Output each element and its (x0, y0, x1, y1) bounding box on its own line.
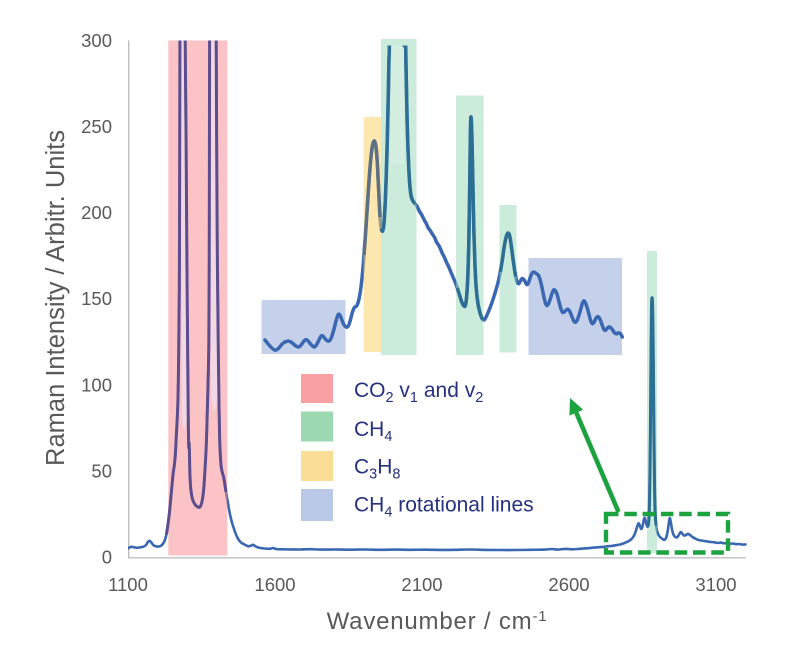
svg-text:Wavenumber / cm-1: Wavenumber / cm-1 (327, 608, 548, 635)
svg-text:2600: 2600 (548, 574, 589, 595)
svg-text:50: 50 (91, 460, 112, 481)
svg-text:150: 150 (81, 288, 112, 309)
svg-text:Raman Intensity / Arbitr. Unit: Raman Intensity / Arbitr. Units (42, 130, 70, 466)
svg-text:CH4​ rotational lines: CH4​ rotational lines (354, 494, 534, 521)
svg-text:C3​H8​: C3​H8​ (354, 456, 401, 483)
svg-text:200: 200 (81, 202, 112, 223)
svg-text:1600: 1600 (254, 574, 295, 595)
svg-text:CO2​ v1​ and v2​: CO2​ v1​ and v2​ (354, 379, 483, 406)
svg-text:CH4​: CH4​ (354, 418, 392, 445)
svg-text:3100: 3100 (695, 574, 736, 595)
svg-text:100: 100 (81, 374, 112, 395)
svg-text:1100: 1100 (108, 574, 148, 595)
svg-text:300: 300 (81, 30, 112, 51)
svg-text:0: 0 (102, 547, 112, 568)
svg-text:250: 250 (81, 116, 112, 137)
svg-text:2100: 2100 (401, 574, 442, 595)
